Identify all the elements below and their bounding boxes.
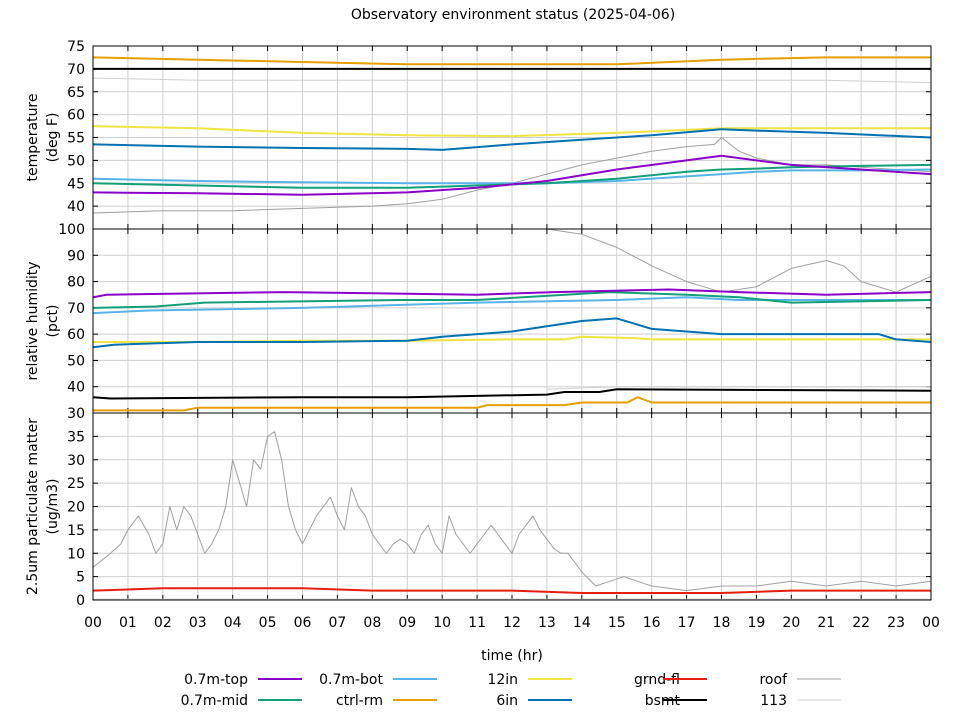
legend-label: 0.7m-bot <box>319 672 383 688</box>
series-roof-line <box>93 431 931 592</box>
y-tick-label: 10 <box>67 546 85 562</box>
y-tick-label: 60 <box>67 108 85 124</box>
series-113-line <box>93 77 931 84</box>
x-tick-label: 00 <box>922 615 940 631</box>
y-tick-label: 100 <box>58 222 85 238</box>
y-tick-label: 50 <box>67 353 85 369</box>
y-tick-label: 45 <box>67 176 85 192</box>
series-group <box>93 56 931 214</box>
y-tick-label: 65 <box>67 85 85 101</box>
y-tick-label: 55 <box>67 131 85 147</box>
series-0-7m-top-line <box>93 154 931 196</box>
x-tick-label: 05 <box>259 615 277 631</box>
legend-label: 6in <box>496 693 518 709</box>
x-tick-label: 13 <box>538 615 556 631</box>
y-axis-label: relative humidity <box>25 261 41 380</box>
legend: 0.7m-top 0.7m-bot 12in grnd-fl roof 0.7m-mid c… <box>181 672 841 709</box>
legend-label: roof <box>759 672 788 688</box>
x-tick-label: 18 <box>713 615 731 631</box>
y-axis-label: temperature <box>25 94 41 182</box>
y-tick-label: 70 <box>67 301 85 317</box>
y-axis-label-units: (ug/m3) <box>45 479 61 535</box>
series-12in-line <box>93 125 931 138</box>
y-tick-label: 60 <box>67 327 85 343</box>
x-tick-label: 17 <box>678 615 696 631</box>
x-tick-label: 00 <box>84 615 102 631</box>
y-tick-label: 30 <box>67 406 85 422</box>
x-tick-label: 07 <box>329 615 347 631</box>
x-tick-label: 23 <box>887 615 905 631</box>
x-tick-label: 04 <box>224 615 242 631</box>
x-tick-label: 16 <box>643 615 661 631</box>
y-tick-label: 20 <box>67 500 85 516</box>
series-0-7m-bot-line <box>93 168 931 185</box>
x-axis-label: time (hr) <box>481 648 543 664</box>
series-group <box>93 229 931 412</box>
y-tick-label: 30 <box>67 453 85 469</box>
y-tick-label: 15 <box>67 523 85 539</box>
y-axis-label: 2.5um particulate matter <box>25 418 41 595</box>
panel-pm25: 0 5 10 15 20 25 30 35 2.5um particulate matter (u… <box>25 412 932 609</box>
panel-temperature: 40 45 50 55 60 65 70 75 temperature (deg F) <box>25 39 932 230</box>
series-0-7m-top-line <box>93 288 931 299</box>
legend-label: bsmt <box>645 693 681 709</box>
y-axis-label-units: (deg F) <box>45 113 61 163</box>
chart-title: Observatory environment status (2025-04-… <box>351 7 675 23</box>
x-tick-label: 02 <box>154 615 172 631</box>
series-roof-line <box>546 229 931 293</box>
legend-label: 0.7m-mid <box>181 693 248 709</box>
x-tick-label: 01 <box>119 615 137 631</box>
series-0-7m-mid-line <box>93 291 931 309</box>
y-tick-label: 25 <box>67 476 85 492</box>
series-0-7m-mid-line <box>93 163 931 189</box>
series-113-line <box>546 386 931 390</box>
y-tick-label: 90 <box>67 248 85 264</box>
y-tick-label: 40 <box>67 199 85 215</box>
y-tick-label: 35 <box>67 429 85 445</box>
series-ctrl-rm-line <box>93 56 931 66</box>
series-ctrl-rm-line <box>93 396 931 412</box>
y-tick-label: 0 <box>76 593 85 609</box>
series-6in-line <box>93 128 931 151</box>
series-6in-line <box>93 317 931 349</box>
x-tick-label: 20 <box>782 615 800 631</box>
x-tick-label: 09 <box>398 615 416 631</box>
legend-label: 12in <box>487 672 518 688</box>
legend-label: grnd-fl <box>634 672 680 688</box>
y-tick-label: 75 <box>67 39 85 55</box>
y-tick-label: 70 <box>67 62 85 78</box>
y-tick-label: 40 <box>67 380 85 396</box>
x-tick-label: 19 <box>748 615 766 631</box>
y-axis-label-units: (pct) <box>45 305 61 338</box>
panel-frame <box>92 412 932 601</box>
x-tick-label: 14 <box>573 615 591 631</box>
y-tick-label: 50 <box>67 153 85 169</box>
y-tick-label: 5 <box>76 570 85 586</box>
legend-label: 113 <box>760 693 787 709</box>
series-group <box>93 431 931 600</box>
x-tick-label: 10 <box>433 615 451 631</box>
x-tick-label: 06 <box>294 615 312 631</box>
x-tick-label: 08 <box>363 615 381 631</box>
x-tick-label: 12 <box>503 615 521 631</box>
x-tick-label: 22 <box>852 615 870 631</box>
x-tick-label: 03 <box>189 615 207 631</box>
panel-humidity: 30 40 50 60 70 80 90 100 relative humidity (pct) <box>25 222 932 422</box>
legend-label: ctrl-rm <box>336 693 383 709</box>
series-grnd-fl-line <box>93 587 931 594</box>
x-tick-label: 15 <box>608 615 626 631</box>
y-tick-label: 80 <box>67 275 85 291</box>
x-tick-label: 21 <box>817 615 835 631</box>
x-tick-label: 11 <box>468 615 486 631</box>
series-bsmt-line <box>93 388 931 400</box>
legend-label: 0.7m-top <box>184 672 248 688</box>
